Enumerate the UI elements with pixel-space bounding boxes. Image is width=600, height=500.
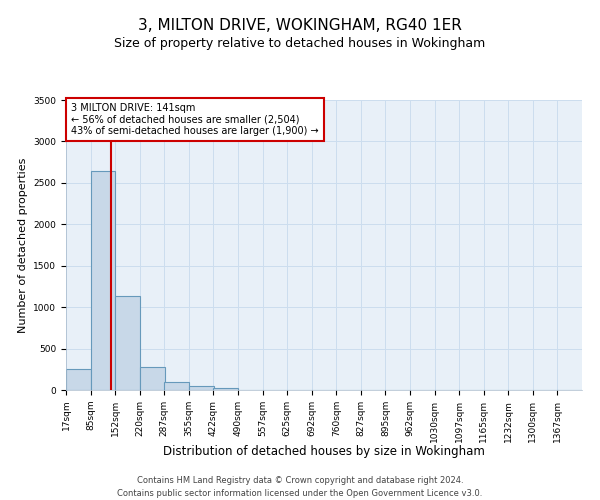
Text: 3 MILTON DRIVE: 141sqm
← 56% of detached houses are smaller (2,504)
43% of semi-: 3 MILTON DRIVE: 141sqm ← 56% of detached…	[71, 103, 319, 136]
Bar	[189, 386, 214, 390]
Y-axis label: Number of detached properties: Number of detached properties	[18, 158, 28, 332]
Bar	[214, 388, 238, 390]
Text: 3, MILTON DRIVE, WOKINGHAM, RG40 1ER: 3, MILTON DRIVE, WOKINGHAM, RG40 1ER	[138, 18, 462, 32]
Bar	[115, 296, 140, 390]
Bar	[140, 367, 164, 390]
Bar	[91, 172, 115, 390]
Text: Size of property relative to detached houses in Wokingham: Size of property relative to detached ho…	[115, 38, 485, 51]
Text: Contains HM Land Registry data © Crown copyright and database right 2024.
Contai: Contains HM Land Registry data © Crown c…	[118, 476, 482, 498]
X-axis label: Distribution of detached houses by size in Wokingham: Distribution of detached houses by size …	[163, 444, 485, 458]
Bar	[66, 370, 91, 390]
Bar	[164, 382, 189, 390]
